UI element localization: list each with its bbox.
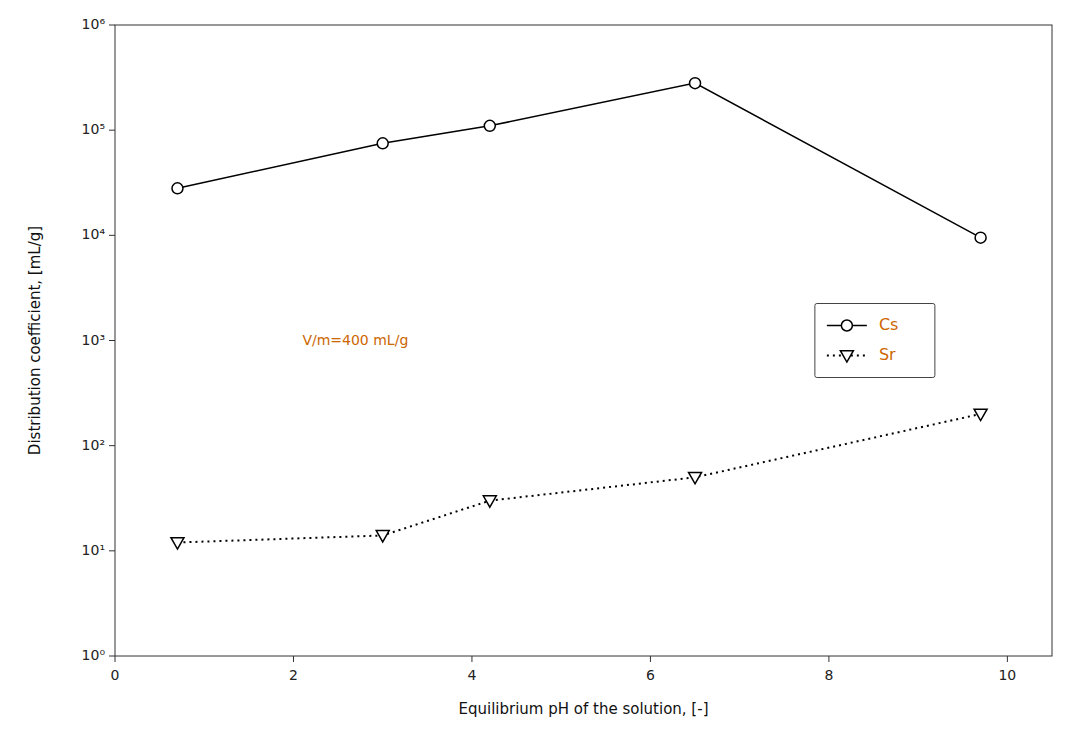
y-axis-label: Distribution coefficient, [mL/g] (26, 226, 44, 455)
y-axis: 10⁰ 10¹ 10² 10³ 10⁴ 10⁵ 10⁶ (82, 16, 115, 663)
legend-marker (841, 320, 852, 331)
x-axis: 0 2 4 6 8 10 (111, 656, 1017, 683)
series (172, 78, 986, 244)
y-tick-label: 10³ (82, 332, 105, 348)
series-line (177, 414, 980, 542)
x-tick (115, 656, 116, 662)
x-tick-label: 2 (289, 667, 298, 683)
y-tick (109, 550, 115, 551)
y-tick-label: 10⁶ (82, 16, 106, 32)
data-point (974, 409, 987, 420)
data-point (172, 183, 183, 194)
legend-label: Sr (879, 345, 896, 364)
data-point (171, 538, 184, 549)
data-point (377, 138, 388, 149)
legend-label: Cs (879, 315, 899, 334)
y-tick-label: 10⁵ (82, 121, 105, 137)
x-tick (1007, 656, 1008, 662)
chart: 0 2 4 6 8 10 10⁰ 10¹ 10² 10³ 10⁴ 10⁵ 10⁶ Equilibrium … (0, 0, 1082, 744)
x-tick (293, 656, 294, 662)
y-tick-label: 10¹ (82, 542, 105, 558)
plot-marks (171, 78, 987, 549)
legend: Cs Sr (815, 304, 935, 378)
x-tick-label: 10 (998, 667, 1016, 683)
x-tick-label: 8 (824, 667, 833, 683)
y-tick-label: 10⁴ (82, 226, 106, 242)
data-point (483, 496, 496, 507)
y-tick (109, 235, 115, 236)
series-line (177, 83, 980, 238)
x-tick-label: 4 (467, 667, 476, 683)
x-tick (828, 656, 829, 662)
data-point (689, 472, 702, 483)
x-tick-label: 0 (111, 667, 120, 683)
data-point (484, 120, 495, 131)
y-tick (109, 25, 115, 26)
y-tick-label: 10² (82, 437, 105, 453)
x-tick (471, 656, 472, 662)
data-point (376, 531, 389, 542)
series (171, 409, 987, 549)
background (0, 0, 1082, 744)
y-tick (109, 340, 115, 341)
x-tick-label: 6 (646, 667, 655, 683)
x-axis-label: Equilibrium pH of the solution, [-] (459, 700, 709, 718)
x-tick (650, 656, 651, 662)
data-point (690, 78, 701, 89)
y-tick (109, 445, 115, 446)
legend-box (815, 304, 935, 378)
data-point (975, 232, 986, 243)
annotation: V/m=400 mL/g (302, 332, 408, 348)
y-tick (109, 656, 115, 657)
plot-frame (115, 25, 1052, 656)
legend-marker (840, 351, 853, 362)
y-tick-label: 10⁰ (82, 647, 106, 663)
y-tick (109, 130, 115, 131)
